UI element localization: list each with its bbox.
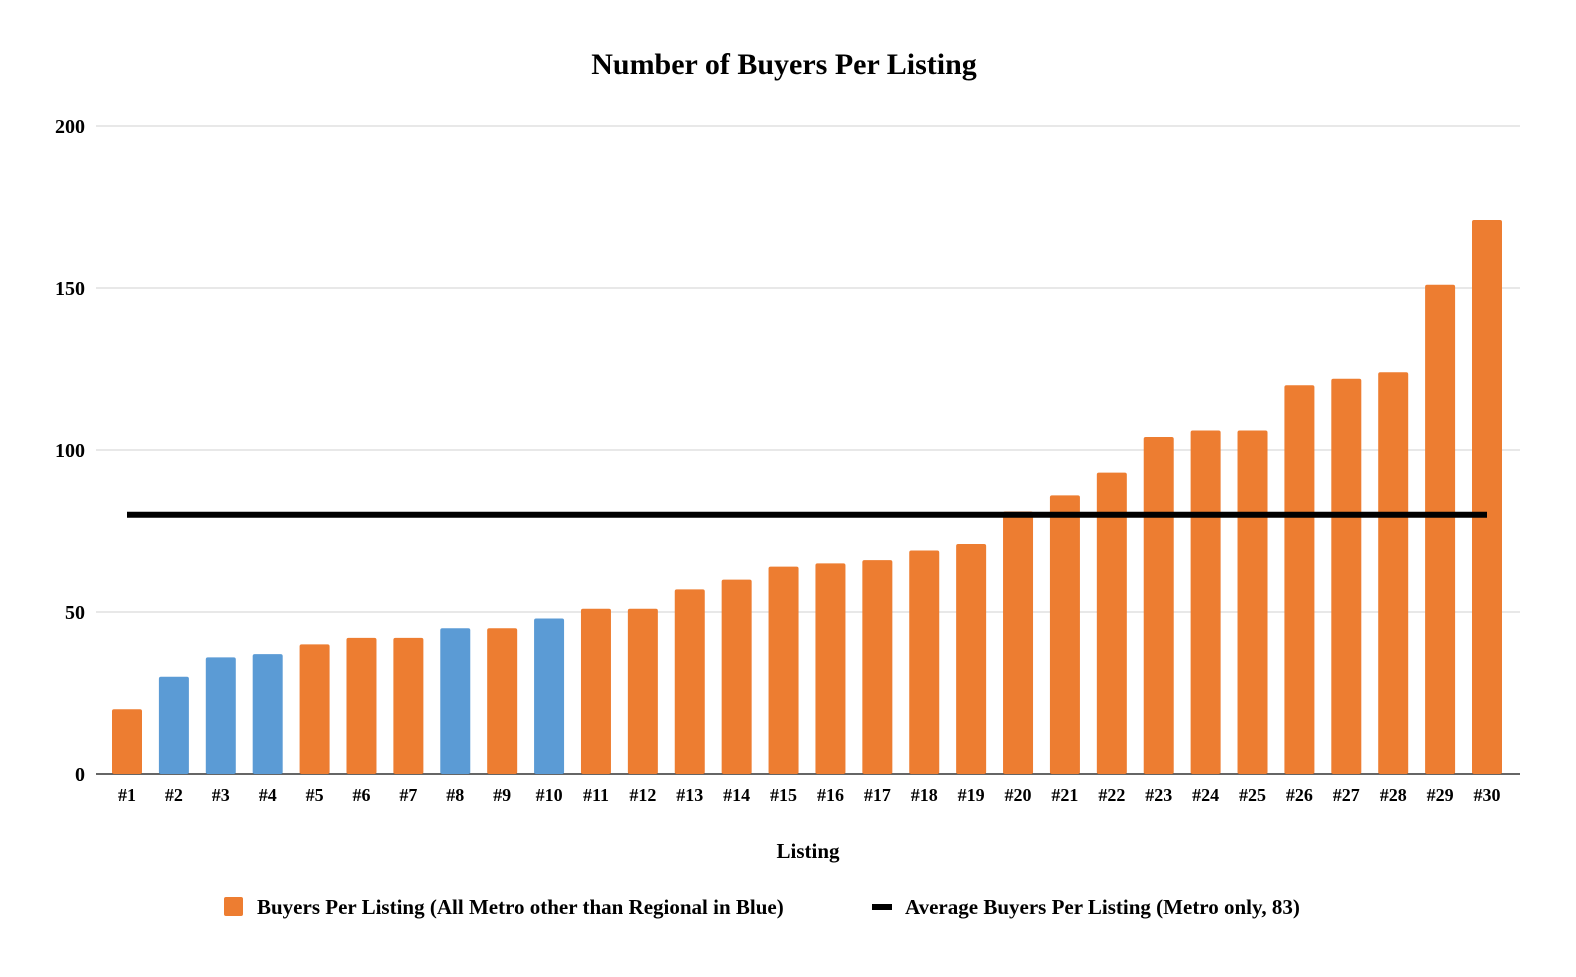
bar — [768, 566, 799, 774]
bar — [580, 608, 611, 774]
legend-swatch-bars — [224, 897, 243, 916]
bar — [862, 560, 893, 774]
bar — [487, 628, 518, 774]
bar — [956, 543, 987, 774]
bar — [346, 637, 377, 774]
x-tick-label: #27 — [1333, 785, 1360, 805]
y-tick-label: 200 — [55, 116, 85, 138]
bar — [205, 657, 236, 774]
x-tick-label: #7 — [399, 785, 417, 805]
x-tick-label: #2 — [165, 785, 183, 805]
bar — [1190, 430, 1221, 774]
x-tick-label: #15 — [770, 785, 797, 805]
chart-title: Number of Buyers Per Listing — [591, 48, 977, 81]
legend: Buyers Per Listing (All Metro other than… — [224, 895, 1300, 919]
x-tick-label: #23 — [1145, 785, 1172, 805]
legend-label-line: Average Buyers Per Listing (Metro only, … — [905, 895, 1300, 919]
bar — [440, 628, 471, 774]
x-tick-label: #6 — [352, 785, 370, 805]
bar — [674, 589, 705, 774]
x-tick-label: #5 — [306, 785, 324, 805]
bar — [534, 618, 565, 774]
legend-label-bars: Buyers Per Listing (All Metro other than… — [257, 895, 784, 919]
x-tick-label: #20 — [1005, 785, 1032, 805]
bar — [1425, 284, 1456, 774]
x-tick-label: #8 — [446, 785, 464, 805]
x-tick-label: #9 — [493, 785, 511, 805]
y-tick-label: 0 — [75, 764, 85, 786]
bar — [1472, 219, 1502, 774]
x-tick-label: #4 — [259, 785, 277, 805]
x-tick-label: #11 — [583, 785, 609, 805]
bar — [1237, 430, 1268, 774]
bar — [1378, 372, 1409, 774]
x-tick-label: #14 — [723, 785, 750, 805]
x-tick-label: #26 — [1286, 785, 1313, 805]
x-tick-label: #18 — [911, 785, 938, 805]
x-tick-label: #17 — [864, 785, 891, 805]
x-tick-label: #19 — [958, 785, 985, 805]
x-tick-label: #1 — [118, 785, 136, 805]
bar — [158, 676, 189, 774]
bar — [909, 550, 940, 774]
x-tick-label: #10 — [536, 785, 563, 805]
x-tick-label: #22 — [1098, 785, 1125, 805]
x-axis-label: Listing — [776, 839, 840, 863]
x-tick-label: #30 — [1474, 785, 1501, 805]
bars — [112, 219, 1502, 774]
bar — [299, 644, 330, 774]
y-tick-label: 50 — [65, 602, 85, 624]
bar — [1003, 511, 1034, 774]
bar — [1331, 378, 1362, 774]
y-tick-label: 100 — [55, 440, 85, 462]
x-tick-label: #25 — [1239, 785, 1266, 805]
gridlines — [96, 125, 1520, 775]
x-tick-label: #3 — [212, 785, 230, 805]
bar — [252, 654, 283, 774]
y-axis-ticks: 0 50 100 150 200 — [55, 116, 85, 786]
x-tick-label: #21 — [1051, 785, 1078, 805]
legend-swatch-line — [872, 904, 892, 910]
x-axis-ticks: #1 #2 #3 #4 #5 #6 #7 #8 #9 #10 #11 #12 #13 #14 #15 #16 #… — [118, 785, 1501, 805]
bar — [721, 579, 752, 774]
bar — [112, 709, 142, 774]
bar — [1049, 495, 1080, 774]
bar — [815, 563, 846, 774]
x-tick-label: #13 — [676, 785, 703, 805]
y-tick-label: 150 — [55, 278, 85, 300]
x-tick-label: #29 — [1427, 785, 1454, 805]
x-tick-label: #28 — [1380, 785, 1407, 805]
bar — [1143, 437, 1174, 774]
x-tick-label: #16 — [817, 785, 844, 805]
bar — [1284, 385, 1315, 774]
x-tick-label: #24 — [1192, 785, 1219, 805]
bar — [393, 637, 424, 774]
bar — [627, 608, 658, 774]
bar — [1096, 472, 1127, 774]
x-tick-label: #12 — [629, 785, 656, 805]
